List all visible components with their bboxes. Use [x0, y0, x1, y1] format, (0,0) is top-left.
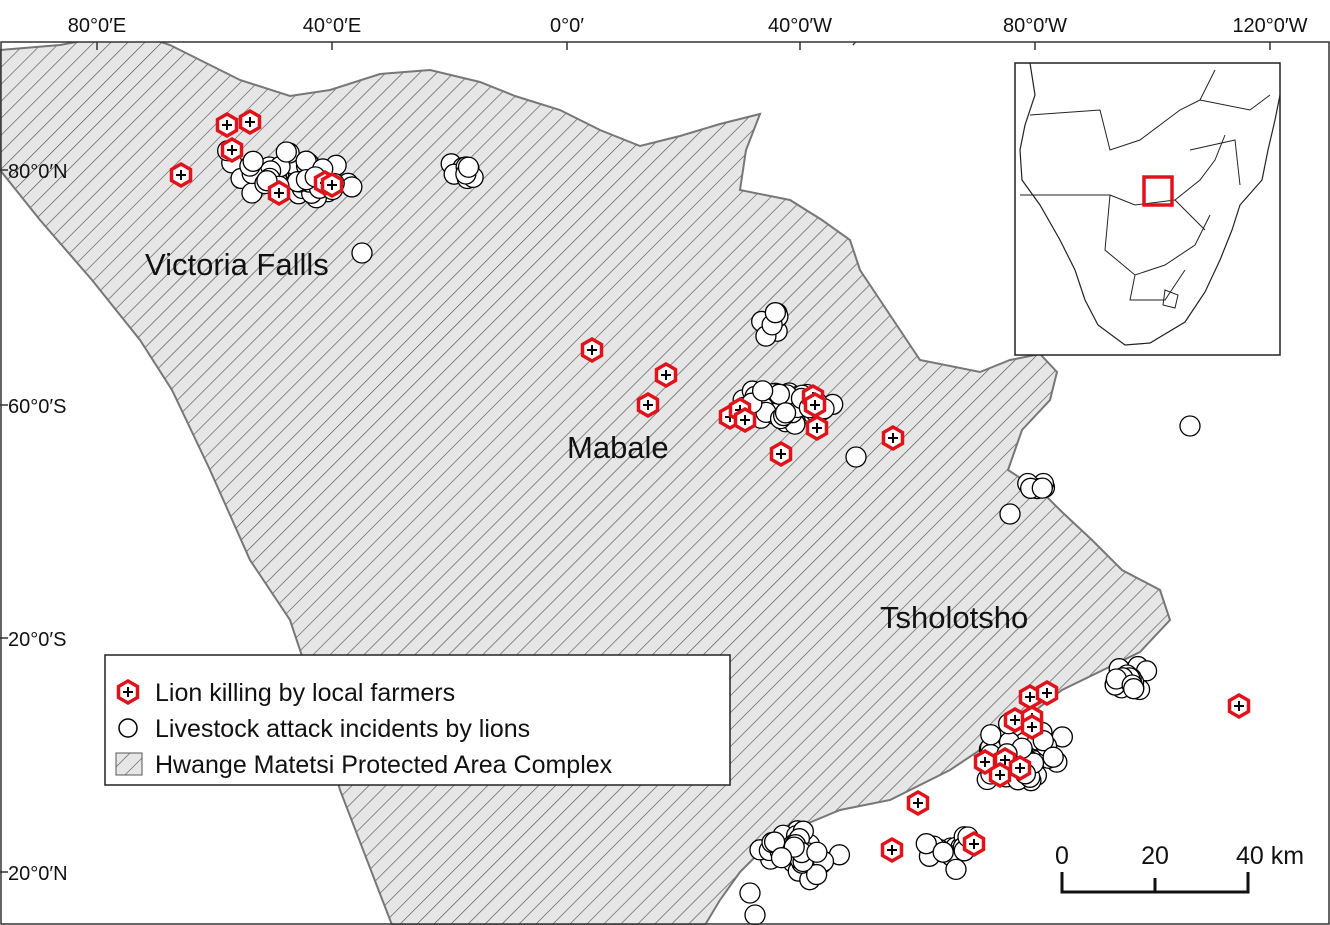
killing-point-cross [980, 757, 990, 767]
inset-locator [1142, 175, 1174, 207]
place-label: Mabale [567, 430, 669, 465]
top-axis-label: 80°0′W [1003, 15, 1067, 37]
top-axis-label: 40°0′W [768, 15, 832, 37]
legend-circle [118, 718, 138, 738]
killing-point-cross [1234, 701, 1244, 711]
legend-hex-symbol-cross [123, 687, 133, 697]
killing-point-cross [327, 180, 337, 190]
killing-point-cross [227, 145, 237, 155]
killing-point-cross [995, 770, 1005, 780]
top-axis-label: 0°0′ [550, 15, 584, 37]
killing-point-cross [810, 400, 820, 410]
incident-point [1179, 415, 1201, 437]
incident-point [980, 724, 1002, 746]
incident-point [242, 150, 264, 172]
killing-point-cross [661, 370, 671, 380]
incident-point [915, 833, 937, 855]
killing-point-cross [176, 170, 186, 180]
incident-point [806, 841, 828, 863]
incident-point [275, 141, 297, 163]
inset-lesotho [1162, 289, 1179, 309]
graticule-labels: 80°0′E 40°0′E 0°0′ 40°0′W 80°0′W 120°0′W 80°0′… [0, 15, 1308, 885]
scale-label: 40 km [1236, 842, 1304, 870]
killing-point-cross [222, 120, 232, 130]
inset-coast [1019, 62, 1281, 346]
protected-area [0, 42, 1172, 925]
killing-point-cross [740, 415, 750, 425]
legend-label: Hwange Matetsi Protected Area Complex [155, 751, 613, 779]
killing-point-cross [1025, 692, 1035, 702]
killing-point-cross [969, 839, 979, 849]
killing-point-cross [274, 188, 284, 198]
incident-point [457, 156, 480, 178]
killing-point-cross [643, 400, 653, 410]
inset-frame [1014, 62, 1281, 356]
scale-line [1060, 872, 1250, 894]
place-label: Tsholotsho [880, 600, 1028, 635]
scale-bar: 0 20 40 km [1055, 842, 1304, 894]
map-body [0, 42, 1251, 925]
killing-point-cross [1000, 755, 1010, 765]
incident-point [351, 242, 373, 264]
killing-point-cross [1042, 688, 1052, 698]
killing-point-cross [1010, 715, 1020, 725]
legend-box [104, 654, 731, 786]
incident-point [945, 858, 967, 881]
place-label: Victoria Fallls [145, 247, 329, 282]
incident-point [341, 176, 363, 198]
left-axis-label: 80°0′N [8, 161, 68, 183]
incident-point [770, 847, 793, 869]
incident-point [751, 380, 774, 402]
scale-label: 0 [1055, 842, 1069, 870]
incident-point [744, 904, 766, 925]
incident-point [845, 446, 867, 468]
incident-point [739, 882, 761, 904]
killing-point-cross [587, 345, 597, 355]
legend: Lion killing by local farmers Livestock … [104, 654, 731, 786]
incident-point [774, 402, 797, 424]
killing-point-cross [776, 449, 786, 459]
top-axis-label: 40°0′E [303, 15, 361, 37]
legend-hatch [115, 752, 143, 776]
scale-label: 20 [1141, 842, 1169, 870]
killing-point-cross [1015, 763, 1025, 773]
killing-point-cross [1027, 722, 1037, 732]
incident-point [1031, 477, 1053, 499]
incident-point [805, 863, 828, 886]
killing-point-cross [887, 845, 897, 855]
killing-point-cross [888, 433, 898, 443]
frame [0, 41, 1330, 925]
killing-point-cross [913, 798, 923, 808]
incident-point [932, 841, 954, 863]
incident-point [1042, 746, 1064, 768]
left-axis-label: 60°0′S [8, 396, 66, 418]
killing-point-cross [245, 117, 255, 127]
inset-map [1014, 62, 1281, 356]
left-axis-label: 20°0′S [8, 629, 66, 651]
killing-layer [169, 108, 1251, 864]
inset-borders [1020, 69, 1271, 301]
top-axis-label: 80°0′E [68, 15, 126, 37]
killing-point-cross [812, 423, 822, 433]
top-axis-label: 120°0′W [1232, 15, 1307, 37]
legend-label: Lion killing by local farmers [155, 679, 455, 707]
incident-point [999, 503, 1021, 525]
left-axis-label: 20°0′N [8, 863, 68, 885]
legend-label: Livestock attack incidents by lions [155, 715, 530, 743]
legend-hex [116, 678, 140, 706]
incident-point [764, 302, 787, 324]
incident-point [1123, 678, 1145, 700]
